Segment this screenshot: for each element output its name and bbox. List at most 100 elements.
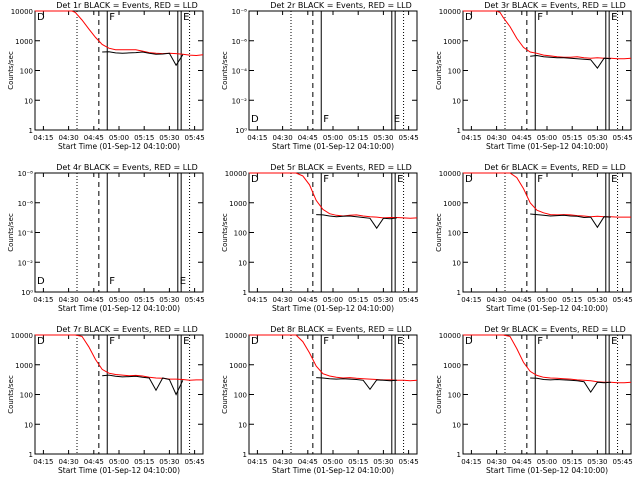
panel-5-x-tick-label: 05:30 <box>373 296 393 304</box>
panel-1-title: Det 1r BLACK = Events, RED = LLD <box>56 1 198 10</box>
panel-7-x-tick-label: 05:00 <box>109 458 129 466</box>
panel-4-y-tick-label: 10⁻² <box>18 259 34 267</box>
panel-5-title: Det 5r BLACK = Events, RED = LLD <box>270 163 412 172</box>
panel-3-x-tick-label: 05:45 <box>613 134 633 142</box>
panel-3-x-tick-label: 05:30 <box>587 134 607 142</box>
panel-2-y-axis-label: Counts/sec <box>221 51 229 90</box>
panel-3-x-tick-label: 04:15 <box>461 134 481 142</box>
panel-2-marker-label: F <box>323 114 329 125</box>
panel-4-x-tick-label: 05:30 <box>159 296 179 304</box>
panel-5-x-tick-label: 04:15 <box>247 296 267 304</box>
panel-6-y-tick-label: 1000 <box>443 200 461 208</box>
panel-4-marker-label: E <box>180 276 186 287</box>
panel-6-y-tick-label: 10000 <box>439 170 461 178</box>
panel-3-marker-label: E <box>611 12 617 23</box>
panel-7-y-tick-label: 1000 <box>15 362 33 370</box>
panel-4-y-tick-label: 10⁻⁴ <box>18 230 34 238</box>
panel-7-title: Det 7r BLACK = Events, RED = LLD <box>56 325 198 334</box>
panel-2-y-tick-label: 10⁻⁴ <box>232 68 248 76</box>
panel-7-x-tick-label: 04:15 <box>33 458 53 466</box>
panel-6-x-tick-label: 05:15 <box>562 296 582 304</box>
panel-7-y-axis-label: Counts/sec <box>7 375 15 414</box>
panel-5-marker-label: F <box>323 174 329 185</box>
panel-1-y-tick-label: 10000 <box>11 8 33 16</box>
panel-8-x-tick-label: 04:30 <box>273 458 293 466</box>
panel-9-x-tick-label: 05:45 <box>613 458 633 466</box>
panel-4-marker-label: F <box>109 276 115 287</box>
panel-8-x-tick-label: 05:15 <box>348 458 368 466</box>
panel-1-x-tick-label: 04:30 <box>59 134 79 142</box>
panel-8-marker-label: F <box>323 336 329 347</box>
panel-7-marker-label: D <box>37 336 45 347</box>
panel-9-series-events <box>530 377 611 394</box>
panel-9-x-tick-label: 04:15 <box>461 458 481 466</box>
panel-8-y-tick-label: 1 <box>243 451 247 459</box>
panel-6-title: Det 6r BLACK = Events, RED = LLD <box>484 163 626 172</box>
panel-2-y-tick-label: 10⁻² <box>232 97 248 105</box>
panel-6-y-tick-label: 100 <box>448 230 461 238</box>
panel-3-y-axis-label: Counts/sec <box>435 51 443 90</box>
panel-8-y-axis-label: Counts/sec <box>221 375 229 414</box>
panel-5-x-tick-label: 04:30 <box>273 296 293 304</box>
panel-7-x-tick-label: 04:45 <box>84 458 104 466</box>
panel-5-series-events <box>316 214 397 230</box>
panel-5-x-tick-label: 05:45 <box>399 296 419 304</box>
panel-2-x-tick-label: 05:30 <box>373 134 393 142</box>
panel-1-x-tick-label: 05:30 <box>159 134 179 142</box>
panel-5-marker-label: E <box>397 174 403 185</box>
panel-9-marker-label: E <box>611 336 617 347</box>
panel-4-x-axis-label: Start Time (01-Sep-12 04:10:00) <box>58 304 180 313</box>
panel-3-marker-label: F <box>537 12 543 23</box>
panel-3-y-tick-label: 1000 <box>443 38 461 46</box>
panel-4-x-tick-label: 05:45 <box>185 296 205 304</box>
panel-2-x-tick-label: 05:45 <box>399 134 419 142</box>
panel-3-x-axis-label: Start Time (01-Sep-12 04:10:00) <box>486 142 608 151</box>
panel-2-title: Det 2r BLACK = Events, RED = LLD <box>270 1 412 10</box>
panel-1-marker-label: E <box>183 12 189 23</box>
panel-5-marker-label: D <box>251 174 259 185</box>
panel-7-x-tick-label: 05:45 <box>185 458 205 466</box>
panel-1-y-tick-label: 100 <box>20 68 33 76</box>
panel-4-y-tick-label: 10⁰ <box>21 289 33 297</box>
panel-5-series-lld <box>249 172 418 219</box>
panel-1-x-tick-label: 04:45 <box>84 134 104 142</box>
panel-8-marker-label: D <box>251 336 259 347</box>
panel-9-y-tick-label: 1 <box>457 451 461 459</box>
panel-4-x-tick-label: 04:15 <box>33 296 53 304</box>
panel-1-x-axis-label: Start Time (01-Sep-12 04:10:00) <box>58 142 180 151</box>
panel-5-x-axis-label: Start Time (01-Sep-12 04:10:00) <box>272 304 394 313</box>
panel-1-y-tick-label: 10 <box>24 97 33 105</box>
panel-1-y-axis-label: Counts/sec <box>7 51 15 90</box>
panel-6-x-tick-label: 05:45 <box>613 296 633 304</box>
panel-8-title: Det 8r BLACK = Events, RED = LLD <box>270 325 412 334</box>
panel-2-x-tick-label: 04:45 <box>298 134 318 142</box>
panel-4-x-tick-label: 04:30 <box>59 296 79 304</box>
panel-4-x-tick-label: 05:15 <box>134 296 154 304</box>
panel-3-y-tick-label: 100 <box>448 68 461 76</box>
panel-6-x-tick-label: 04:15 <box>461 296 481 304</box>
panel-3-title: Det 3r BLACK = Events, RED = LLD <box>484 1 626 10</box>
panel-5-y-tick-label: 100 <box>234 230 247 238</box>
panel-6-y-tick-label: 10 <box>452 259 461 267</box>
panel-4-y-axis-label: Counts/sec <box>7 213 15 252</box>
panel-2-x-tick-label: 05:15 <box>348 134 368 142</box>
panel-6-series-lld <box>463 172 631 218</box>
panel-9-x-axis-label: Start Time (01-Sep-12 04:10:00) <box>486 466 608 475</box>
panel-2-x-tick-label: 04:30 <box>273 134 293 142</box>
panel-8-y-tick-label: 1000 <box>229 362 247 370</box>
panel-6-x-axis-label: Start Time (01-Sep-12 04:10:00) <box>486 304 608 313</box>
panel-8-x-tick-label: 04:45 <box>298 458 318 466</box>
panel-3-y-tick-label: 10000 <box>439 8 461 16</box>
panel-7-marker-label: E <box>183 336 189 347</box>
panel-7-x-tick-label: 05:30 <box>159 458 179 466</box>
panel-3-x-tick-label: 05:15 <box>562 134 582 142</box>
panel-1-y-tick-label: 1000 <box>15 38 33 46</box>
panel-4-marker-label: D <box>37 276 45 287</box>
panel-1-x-tick-label: 05:00 <box>109 134 129 142</box>
panel-3-x-tick-label: 04:30 <box>487 134 507 142</box>
panel-8-x-tick-label: 05:30 <box>373 458 393 466</box>
panel-1-x-tick-label: 05:45 <box>185 134 205 142</box>
panel-1-marker-label: D <box>37 12 45 23</box>
panel-7-y-tick-label: 10000 <box>11 332 33 340</box>
panel-7-marker-label: F <box>109 336 115 347</box>
